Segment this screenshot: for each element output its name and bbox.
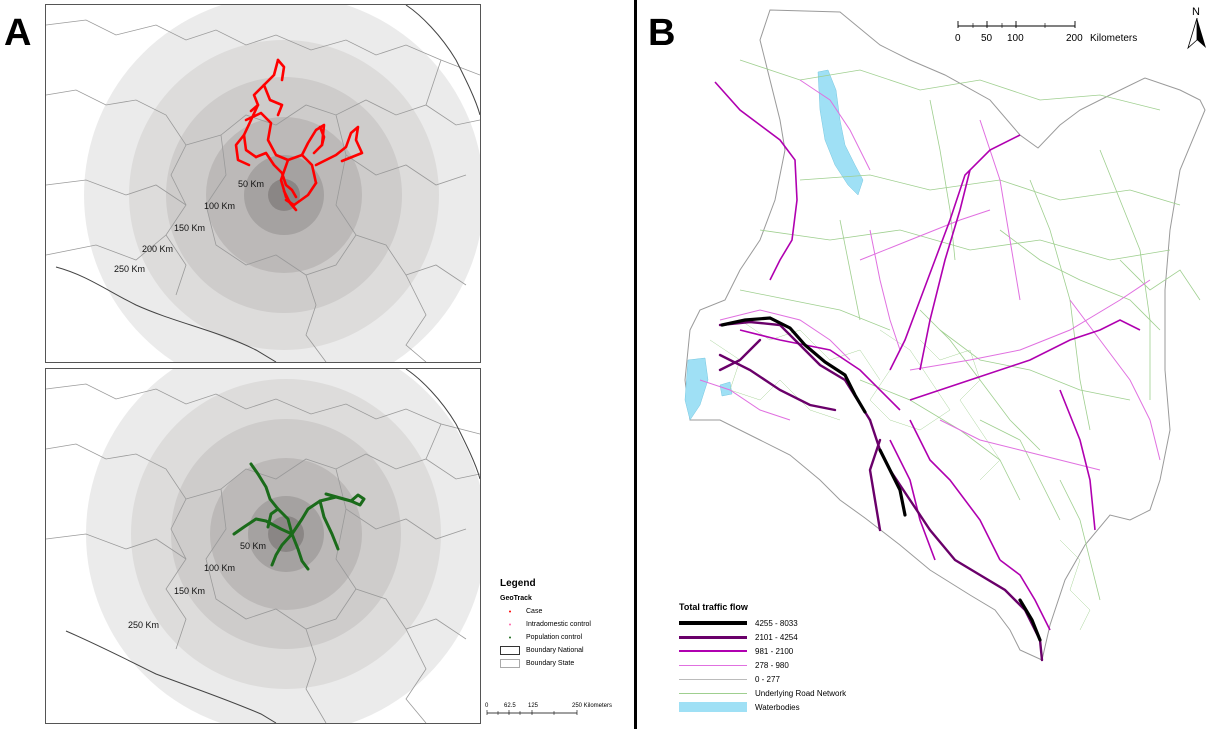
legend-a-label: Population control [526,634,583,641]
legend-b-swatch-0-277 [679,678,747,680]
scale-b-tick-2: 100 [1007,33,1024,44]
legend-b-item: 981 - 2100 [679,644,899,658]
legend-b-swatch-waterbodies [679,702,747,712]
scale-a-tick-1: 62.5 [504,703,516,709]
legend-b-label: 2101 - 4254 [755,632,798,642]
ring-label-250: 250 Km [114,264,146,274]
legend-b-label: Underlying Road Network [755,688,847,698]
scale-bar-a: 0 62.5 125 250 Kilometers [484,703,634,723]
ring-label-100: 100 Km [204,563,236,573]
map-a-bottom: 50 Km 100 Km 150 Km 250 Km [45,368,481,724]
legend-b-label: Waterbodies [755,702,800,712]
ring-label-50: 50 Km [240,541,267,551]
state-boundaries [46,19,480,362]
scale-a-tick-0: 0 [485,703,489,709]
legend-a-label: Boundary State [526,660,575,667]
intradomestic-dot-icon [500,620,520,629]
legend-b-swatch-road-network [679,692,747,694]
panel-label-b: B [648,12,676,54]
legend-b-item: 4255 - 8033 [679,616,899,630]
state-boundaries [46,383,480,723]
national-boundary [55,5,480,362]
legend-a-item-population: Population control [500,631,630,644]
legend-a-item-boundary-state: Boundary State [500,657,630,670]
panel-divider [634,0,637,729]
traffic-4255-8033 [720,316,1042,642]
north-label: N [1192,6,1200,18]
buffer-rings [86,369,480,723]
legend-b-item: 0 - 277 [679,672,899,686]
legend-b-title: Total traffic flow [679,602,748,612]
legend-a-label: Intradomestic control [526,621,591,628]
scale-b-tick-3: 200 [1066,33,1083,44]
national-boundary [65,369,480,723]
map-a-top-canvas [46,5,480,362]
legend-b-label: 981 - 2100 [755,646,794,656]
legend-b-item: 2101 - 4254 [679,630,899,644]
scale-b-unit: Kilometers [1090,33,1138,44]
scale-bar-b: 0 50 100 200 Kilometers [955,20,1155,48]
scale-a-tick-3: 250 Kilometers [572,703,613,709]
legend-a-label: Boundary National [526,647,584,654]
ring-label-200: 200 Km [142,244,174,254]
scale-a-tick-2: 125 [528,703,539,709]
case-dot-icon [500,607,520,616]
legend-b-item: 278 - 980 [679,658,899,672]
boundary-national-swatch [500,646,520,655]
legend-a-item-case: Case [500,605,630,618]
waterbodies [684,69,864,421]
legend-b-label: 4255 - 8033 [755,618,798,628]
map-a-top: 50 Km 100 Km 150 Km 200 Km 250 Km [45,4,481,363]
boundary-state-swatch [500,659,520,668]
gps-track-case-east [249,58,364,167]
ring-label-150: 150 Km [174,586,206,596]
legend-a-item-intradomestic: Intradomestic control [500,618,630,631]
panel-label-a: A [4,12,32,54]
legend-a-label: Case [526,608,543,615]
ring-label-100: 100 Km [204,201,236,211]
ring-label-150: 150 Km [174,223,206,233]
gps-track-case [234,58,326,212]
traffic-981-2100 [714,81,1141,631]
legend-b-label: 278 - 980 [755,660,789,670]
map-a-bottom-canvas [46,369,480,723]
scale-b-tick-0: 0 [955,33,961,44]
legend-b-swatch-981-2100 [679,650,747,652]
legend-a-item-boundary-national: Boundary National [500,644,630,657]
scale-b-tick-1: 50 [981,33,993,44]
traffic-278-980 [699,79,1161,471]
north-arrow-icon [1187,18,1206,50]
legend-b-item: Underlying Road Network [679,686,899,700]
legend-b: Total traffic flow 4255 - 8033 2101 - 42… [679,602,899,714]
map-b-traffic [684,9,1206,662]
legend-b-swatch-4255-8033 [679,621,747,625]
legend-a-subtitle: GeoTrack [500,595,532,602]
legend-a: Legend GeoTrack Case Intradomestic contr… [500,578,630,670]
scale-bar-b-graphic [957,21,1076,28]
north-arrow: N [1186,6,1208,50]
legend-b-swatch-2101-4254 [679,635,747,639]
scale-bar-a-graphic [486,710,578,715]
ring-label-50: 50 Km [238,179,265,189]
population-dot-icon [500,633,520,642]
gps-track-population-control [232,462,366,571]
legend-a-title: Legend [500,578,536,589]
legend-b-item: Waterbodies [679,700,899,714]
legend-b-swatch-278-980 [679,664,747,666]
ring-label-250: 250 Km [128,620,160,630]
legend-b-label: 0 - 277 [755,674,780,684]
